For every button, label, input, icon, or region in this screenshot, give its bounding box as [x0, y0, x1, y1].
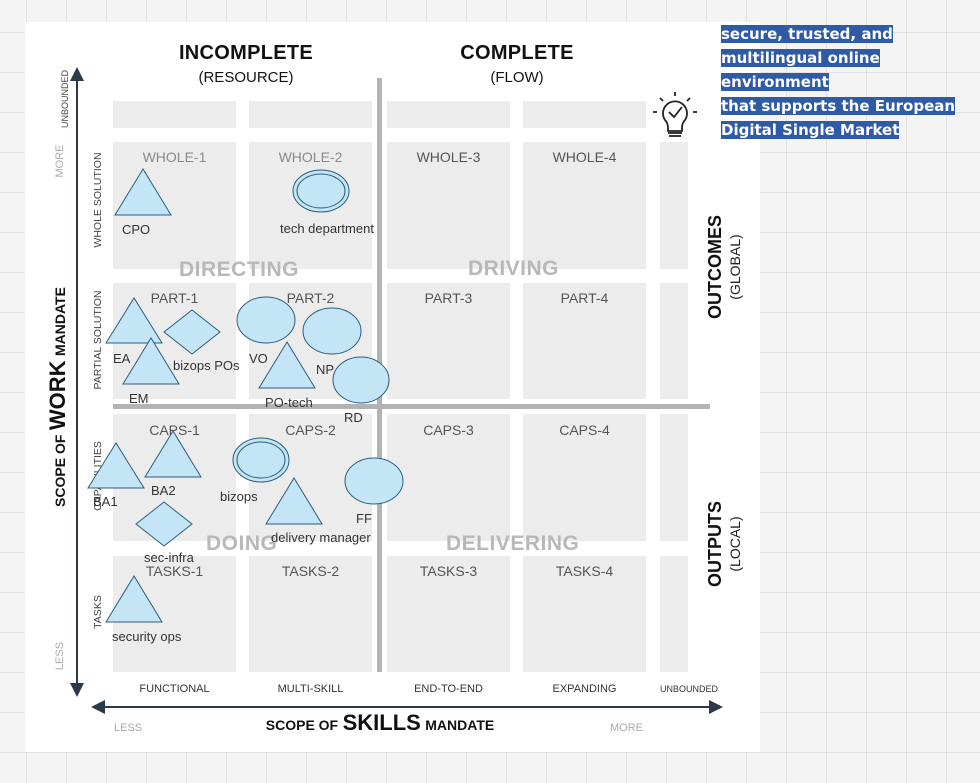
cell	[387, 556, 510, 672]
zone-delivering: DELIVERING	[446, 532, 580, 555]
cell	[523, 283, 646, 399]
x-tick: END-TO-END	[414, 683, 483, 695]
cpo-triangle	[114, 168, 172, 216]
note-line: Digital Single Market	[721, 121, 900, 139]
column-header-incomplete: INCOMPLETE (RESOURCE)	[146, 42, 346, 86]
cell	[523, 414, 646, 541]
cell	[660, 414, 688, 541]
cell-label: TASKS-4	[555, 563, 614, 579]
cell	[660, 142, 688, 269]
x-axis-suffix: MANDATE	[425, 717, 495, 733]
cell	[387, 142, 510, 269]
shape-label-ea: EA	[113, 351, 131, 366]
rd-ellipse	[332, 356, 390, 404]
vo-ellipse	[236, 296, 296, 344]
cell-label: CAPS-1	[149, 422, 200, 438]
cell-label: CAPS-3	[423, 422, 474, 438]
ba2-triangle	[144, 430, 202, 478]
lightbulb-check-icon	[653, 92, 697, 137]
shape-label-ba1: BA1	[93, 494, 118, 509]
column-subtitle: (FLOW)	[490, 69, 544, 86]
shape-label-bizops: bizops	[220, 489, 258, 504]
cell-label: WHOLE-3	[416, 149, 481, 165]
zone-doing: DOING	[206, 532, 278, 555]
cell	[523, 556, 646, 672]
shape-label-ff: FF	[356, 511, 372, 526]
x-axis-prefix: SCOPE OF	[265, 717, 339, 733]
sec-infra-diamond	[135, 501, 193, 547]
zone-driving: DRIVING	[468, 257, 560, 280]
cell-label: PART-4	[560, 290, 609, 306]
cell-label: PART-1	[150, 290, 199, 306]
x-tick: MULTI-SKILL	[277, 683, 344, 695]
ea-triangle	[105, 297, 163, 344]
x-axis-more: MORE	[610, 722, 643, 734]
shape-label-em: EM	[129, 391, 149, 406]
shape-label-bizops-pos: bizops POs	[173, 358, 240, 373]
cell	[249, 101, 372, 128]
np-ellipse	[302, 307, 362, 355]
x-tick: UNBOUNDED	[659, 684, 718, 694]
tech-department-ellipse-inner	[296, 173, 346, 209]
delivery-manager-triangle	[265, 477, 323, 525]
cell	[113, 101, 236, 128]
column-title: COMPLETE	[460, 42, 574, 64]
shape-label-sec-infra: sec-infra	[144, 550, 194, 565]
shape-label-cpo: CPO	[122, 222, 151, 237]
cell-label: TASKS-2	[281, 563, 340, 579]
shape-label-np: NP	[316, 362, 335, 377]
cell	[249, 556, 372, 672]
cell-label: PART-3	[424, 290, 473, 306]
note-line: secure, trusted, and	[721, 25, 893, 43]
x-axis-less: LESS	[114, 722, 143, 734]
sticky-note[interactable]: secure, trusted, and multilingual online…	[721, 22, 961, 142]
shape-label-rd: RD	[344, 410, 363, 425]
column-subtitle: (RESOURCE)	[198, 69, 294, 86]
shape-label-tech-department: tech department	[280, 221, 374, 236]
column-title: INCOMPLETE	[178, 42, 314, 64]
po-tech-triangle	[258, 341, 316, 389]
column-header-complete: COMPLETE (FLOW)	[417, 42, 617, 86]
cell-label: WHOLE-1	[142, 149, 207, 165]
cell-label: CAPS-2	[285, 422, 336, 438]
cell	[660, 283, 688, 399]
ba1-triangle	[87, 442, 145, 489]
note-line: that supports the European	[721, 97, 956, 115]
x-axis-title: SCOPE OF SKILLS MANDATE	[230, 710, 530, 736]
cell-label: WHOLE-2	[278, 149, 343, 165]
cell	[523, 142, 646, 269]
cell-label: CAPS-4	[559, 422, 610, 438]
ff-ellipse	[344, 457, 404, 505]
cell	[523, 101, 646, 128]
note-line: multilingual online	[721, 49, 880, 67]
cell-label: TASKS-3	[419, 563, 478, 579]
x-tick: FUNCTIONAL	[139, 683, 210, 695]
bizops-pos-diamond	[163, 309, 221, 355]
cell-label: PART-2	[286, 290, 335, 306]
cell	[387, 101, 510, 128]
shape-label-ba2: BA2	[151, 483, 176, 498]
cell-label: TASKS-1	[145, 563, 204, 579]
shape-label-security-ops: security ops	[112, 629, 182, 644]
em-triangle	[122, 337, 180, 385]
bizops-ellipse-inner	[236, 441, 286, 479]
cell	[660, 556, 688, 672]
cell	[387, 283, 510, 399]
cell	[387, 414, 510, 541]
shape-label-delivery-manager: delivery manager	[271, 530, 371, 545]
x-axis-big: SKILLS	[342, 710, 421, 735]
x-tick: EXPANDING	[552, 683, 617, 695]
cell-label: WHOLE-4	[552, 149, 617, 165]
note-line: environment	[721, 73, 829, 91]
shape-label-po-tech: PO-tech	[265, 395, 313, 410]
zone-directing: DIRECTING	[179, 258, 299, 281]
security-ops-triangle	[105, 575, 163, 623]
horizontal-divider	[113, 404, 710, 409]
shape-label-vo: VO	[249, 351, 268, 366]
